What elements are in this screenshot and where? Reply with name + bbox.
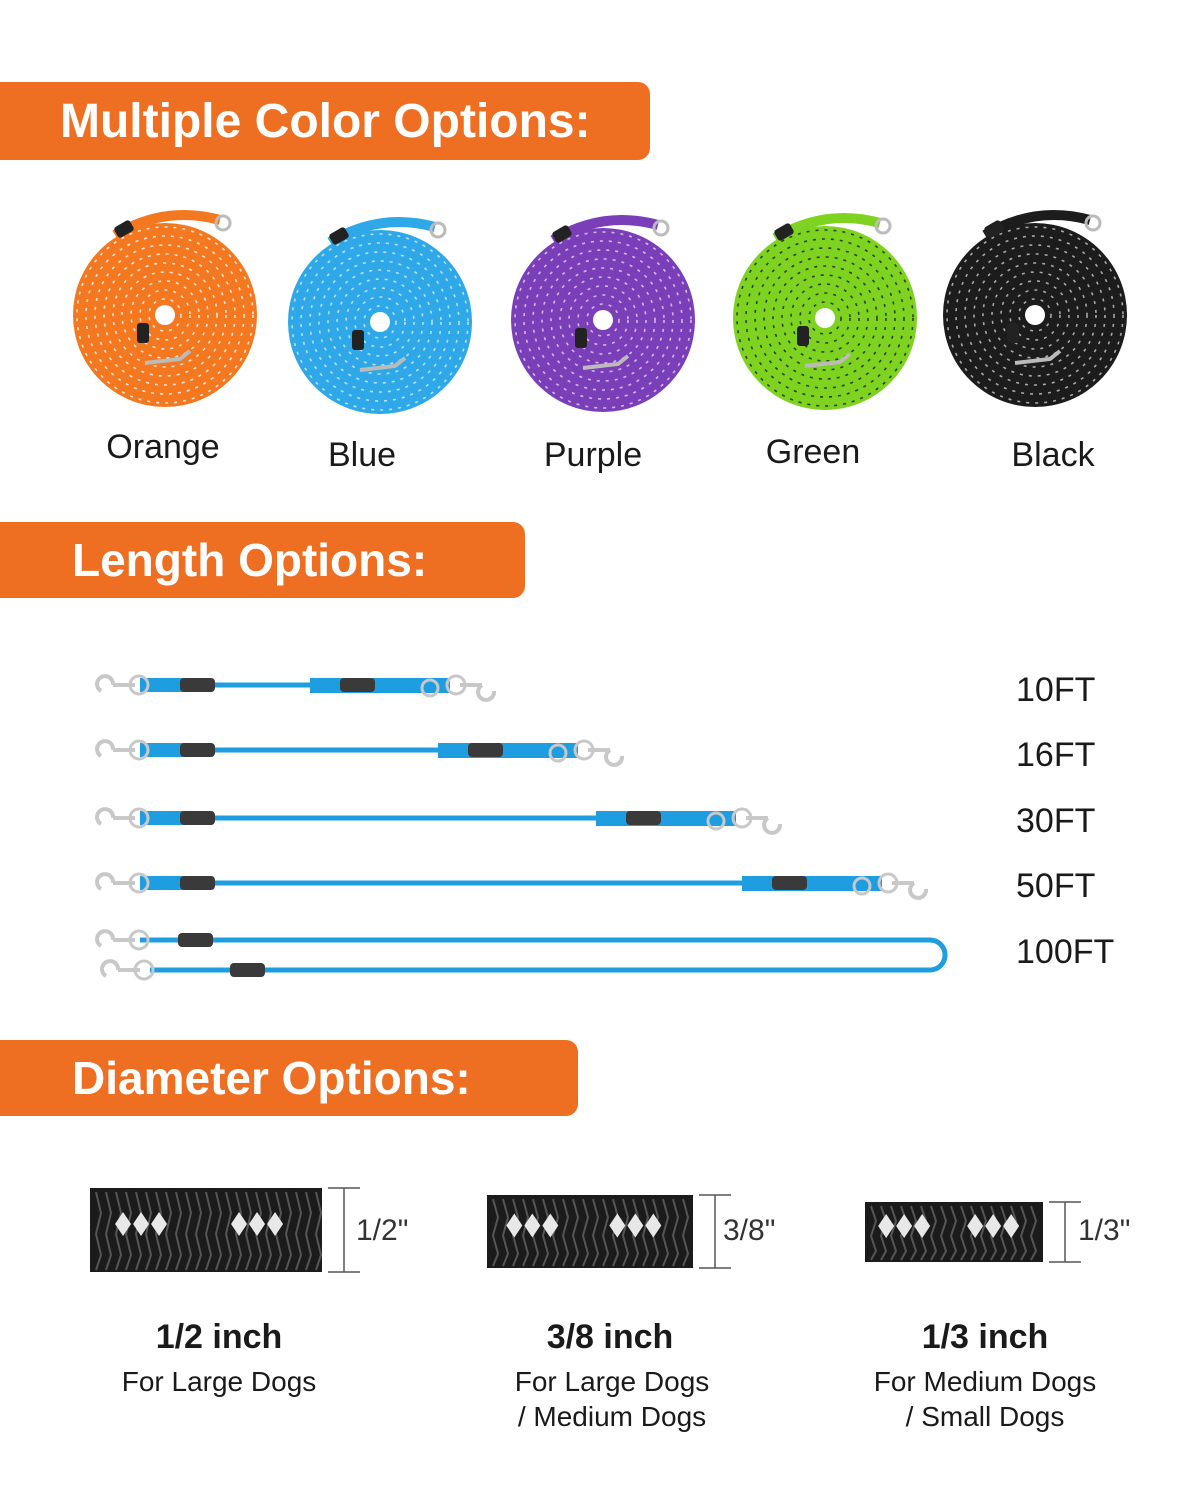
desc-line: For Large Dogs [121,1366,317,1397]
leash-30ft [95,807,783,835]
diameter-title-third: 1/3 inch [921,1318,1049,1356]
color-label-purple: Purple [543,436,643,474]
length-label-50ft: 50FT [1016,867,1096,905]
leash-100ft [95,929,948,981]
length-label-10ft: 10FT [1016,671,1096,709]
length-options-banner: Length Options: [0,522,525,598]
length-leashes [95,674,948,981]
section-title: Length Options: [72,534,428,586]
diameter-mark-three-eighths: 3/8" [723,1214,776,1247]
length-label-30ft: 30FT [1016,802,1096,840]
color-label-green: Green [765,433,861,471]
diameter-title-three-eighths: 3/8 inch [546,1318,674,1356]
diameter-desc-half: For Large Dogs [122,1364,317,1399]
leash-coil-orange [73,210,257,407]
leash-10ft [95,674,497,702]
color-label-black: Black [1011,436,1095,474]
leash-coil-green [733,213,917,410]
color-label-orange: Orange [106,428,220,466]
diameter-mark-half: 1/2" [356,1214,409,1247]
rope-sample-1 [90,1187,360,1273]
color-label-blue: Blue [327,436,397,474]
section-title: Diameter Options: [72,1052,471,1104]
desc-line: For Medium Dogs [873,1366,1097,1397]
desc-line: For Large Dogs [514,1366,710,1397]
leash-coil-blue [288,217,472,414]
length-label-100ft: 100FT [1016,933,1115,971]
diameter-title-half: 1/2 inch [155,1318,283,1356]
leash-16ft [95,739,625,767]
color-options-banner: Multiple Color Options: [0,82,650,160]
diameter-desc-three-eighths: For Large Dogs / Medium Dogs [515,1364,710,1434]
diameter-options-banner: Diameter Options: [0,1040,578,1116]
section-title: Multiple Color Options: [60,94,591,148]
rope-samples [90,1187,1081,1273]
desc-line: / Small Dogs [905,1401,1065,1432]
color-coils [73,210,1127,414]
leash-coil-purple [511,215,695,412]
diameter-mark-third: 1/3" [1078,1214,1131,1247]
leash-50ft [95,872,929,900]
desc-line: / Medium Dogs [517,1401,707,1432]
length-label-16ft: 16FT [1016,736,1096,774]
leash-coil-black [943,210,1127,407]
diameter-desc-third: For Medium Dogs / Small Dogs [874,1364,1097,1434]
rope-sample-3 [865,1201,1081,1263]
rope-sample-2 [487,1194,731,1269]
